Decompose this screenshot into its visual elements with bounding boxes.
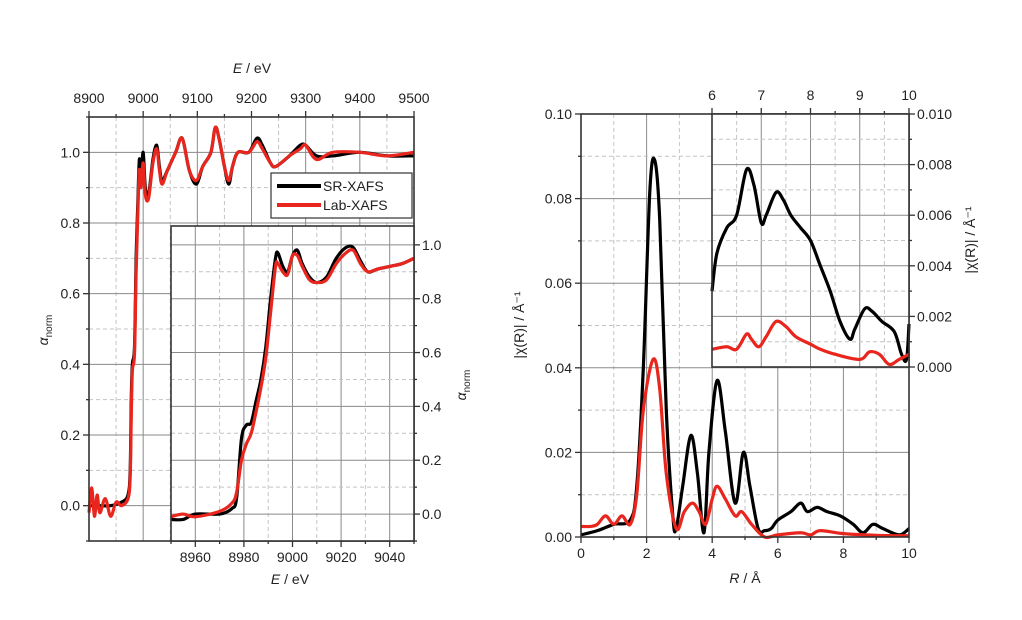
ft-inset-plot: 6 7 8 9 10 0.000 0.002 0.004 0.006 0.008 0.010: [708, 87, 952, 375]
series-lab-xafs-line: [87, 125, 415, 518]
x-tick-label: 9000: [128, 90, 159, 106]
left-y-axis-label: αnorm: [35, 315, 55, 346]
inset-chi-y-axis-label: |χ(R)| / Å⁻¹: [962, 206, 978, 273]
y-tick-label: 0.8: [61, 215, 81, 231]
y-tick-label: 0.0: [61, 498, 81, 514]
x-tick-label: 8980: [228, 549, 259, 565]
y-tick-label: 1.0: [61, 144, 81, 160]
xanes-inset-frame: [170, 225, 415, 542]
y-tick-label: 0.2: [422, 452, 442, 468]
x-tick-label: 9: [856, 87, 864, 103]
y-tick-label: 0.4: [61, 356, 81, 372]
series-lab-xafs-line: [711, 319, 910, 367]
series-sr-xafs-line: [580, 156, 911, 537]
x-tick-label: 9040: [374, 549, 405, 565]
y-tick-label: 0.00: [545, 529, 572, 545]
r-x-axis-label: R / Å: [729, 570, 761, 586]
series-lab-xafs-line: [170, 247, 415, 519]
x-tick-label: 7: [757, 87, 765, 103]
x-tick-label: 8: [840, 545, 848, 561]
y-tick-label: 1.0: [422, 237, 442, 253]
inset-y-axis-label: αnorm: [453, 370, 473, 401]
y-tick-label: 0.10: [545, 106, 572, 122]
series-lab-xafs-line: [580, 357, 910, 540]
x-tick-label: 9200: [236, 90, 267, 106]
x-tick-label: 4: [708, 545, 716, 561]
y-tick-label: 0.006: [917, 207, 952, 223]
y-tick-label: 0.06: [545, 275, 572, 291]
x-tick-label: 9000: [277, 549, 308, 565]
series-sr-xafs-line: [710, 166, 911, 364]
x-tick-label: 10: [901, 87, 917, 103]
ft-inset-frame: [711, 113, 910, 368]
y-tick-label: 0.004: [917, 258, 952, 274]
y-tick-label: 0.6: [422, 345, 442, 361]
y-tick-label: 0.02: [545, 444, 572, 460]
x-tick-label: 8960: [180, 549, 211, 565]
x-tick-label: 9500: [398, 90, 429, 106]
y-tick-label: 0.0: [422, 506, 442, 522]
y-tick-label: 0.4: [422, 398, 442, 414]
legend: SR-XAFS Lab-XAFS: [270, 172, 413, 219]
y-tick-label: 0.08: [545, 191, 572, 207]
x-tick-label: 8900: [73, 90, 104, 106]
x-tick-label: 0: [577, 545, 585, 561]
y-tick-label: 0.008: [917, 157, 952, 173]
x-tick-label: 6: [708, 87, 716, 103]
x-tick-label: 9400: [344, 90, 375, 106]
legend-label: SR-XAFS: [323, 178, 384, 194]
y-tick-label: 0.6: [61, 286, 81, 302]
x-tick-label: 9020: [326, 549, 357, 565]
y-tick-label: 0.000: [917, 359, 952, 375]
y-tick-label: 0.8: [422, 291, 442, 307]
xanes-inset-plot: 8960 8980 9000 9020 9040 0.0 0.2 0.4 0.6 0.8 1.0: [170, 225, 442, 565]
chi-y-axis-label: |χ(R)| / Å⁻¹: [511, 291, 527, 358]
legend-label: Lab-XAFS: [323, 197, 388, 213]
x-tick-label: 10: [901, 545, 917, 561]
bottom-x-axis-label: E / eV: [271, 571, 310, 587]
y-tick-label: 0.010: [917, 106, 952, 122]
x-tick-label: 8: [807, 87, 815, 103]
x-tick-label: 9100: [182, 90, 213, 106]
y-tick-label: 0.2: [61, 427, 81, 443]
x-tick-label: 6: [774, 545, 782, 561]
top-x-axis-label: E / eV: [233, 60, 272, 76]
x-tick-label: 9300: [290, 90, 321, 106]
x-tick-label: 2: [643, 545, 651, 561]
y-tick-label: 0.04: [545, 360, 572, 376]
y-tick-label: 0.002: [917, 308, 952, 324]
